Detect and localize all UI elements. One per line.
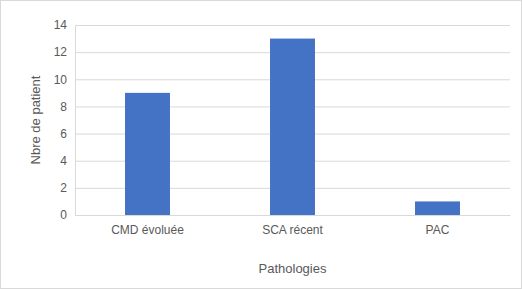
chart: 0 2 4 6 8 10 12 14 CMD évoluée SCA récent PAC Patho… (0, 0, 522, 289)
y-axis: 0 2 4 6 8 10 12 14 (54, 18, 510, 222)
y-tick-label: 8 (60, 100, 67, 114)
x-tick-label: PAC (426, 223, 450, 237)
x-axis: CMD évoluée SCA récent PAC (76, 215, 511, 237)
x-tick: CMD évoluée (111, 215, 184, 237)
y-tick-label: 12 (54, 45, 68, 59)
y-tick-label: 10 (54, 73, 68, 87)
plot: 0 2 4 6 8 10 12 14 CMD évoluée SCA récent PAC (54, 18, 511, 236)
x-tick-label: CMD évoluée (111, 223, 184, 237)
x-tick-label: SCA récent (262, 223, 323, 237)
y-tick-label: 2 (60, 181, 67, 195)
x-tick: PAC (426, 215, 450, 237)
y-axis-line (75, 26, 76, 216)
bar (270, 39, 315, 215)
bar (125, 93, 170, 215)
x-tick: SCA récent (262, 215, 323, 237)
y-axis-title: Nbre de patient (28, 75, 43, 164)
x-axis-title: Pathologies (259, 261, 327, 276)
grid-line (75, 215, 510, 216)
bar (415, 201, 460, 215)
x-axis-line (76, 215, 511, 216)
bars (125, 39, 460, 215)
grid-line (75, 25, 510, 26)
y-tick-label: 0 (60, 208, 67, 222)
y-tick-label: 6 (60, 127, 67, 141)
y-tick-label: 14 (54, 18, 68, 32)
y-tick: 14 (54, 18, 510, 32)
y-tick-label: 4 (60, 154, 67, 168)
chart-frame (1, 1, 522, 289)
